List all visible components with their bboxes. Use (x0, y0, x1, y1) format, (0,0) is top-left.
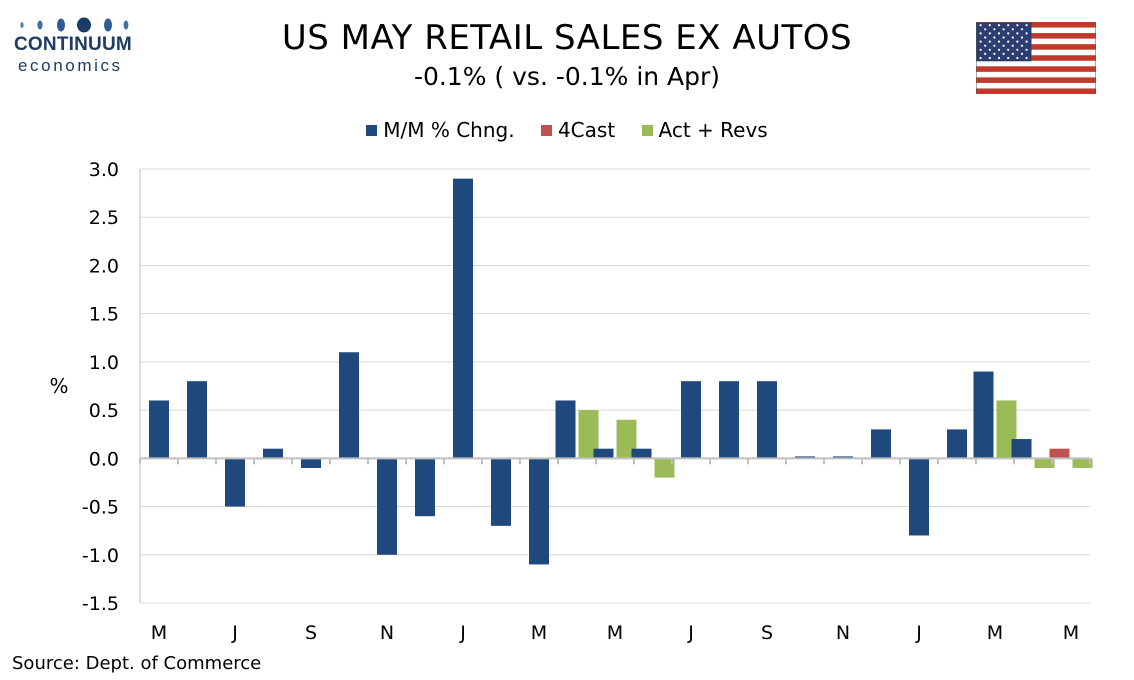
y-tick-label: -0.5 (82, 497, 119, 519)
x-tick-label: M (987, 622, 1003, 644)
bar-act-revs (654, 458, 675, 478)
x-tick-label: J (687, 622, 694, 644)
y-tick-label: 2.5 (89, 207, 119, 229)
bar-mm (719, 381, 739, 459)
y-tick-label: 1.5 (89, 304, 119, 326)
logo-dots-icon (20, 17, 129, 33)
y-tick-label: 1.0 (89, 352, 119, 374)
legend-label-act: Act + Revs (658, 118, 768, 142)
bar-mm (555, 400, 576, 459)
x-tick-label: M (1063, 622, 1079, 644)
bars (149, 178, 1093, 565)
bar-act-revs (578, 410, 599, 459)
x-tick-label: M (531, 622, 547, 644)
x-tick-label: J (459, 622, 466, 644)
y-tick-label: 2.0 (89, 255, 119, 277)
logo-name: CONTINUUM (14, 34, 132, 55)
x-tick-label: N (836, 622, 850, 644)
logo-sub: economics (18, 56, 123, 75)
legend: M/M % Chng. 4Cast Act + Revs (0, 118, 1134, 142)
x-tick-label: J (915, 622, 922, 644)
bar-mm (339, 352, 359, 459)
bar-mm (909, 458, 929, 536)
bar-mm (263, 448, 283, 459)
legend-item-4cast: 4Cast (540, 118, 616, 142)
axes: 3.0 2.5 2.0 1.5 1.0 0.5 0.0 -0.5 -1.0 -1.5% M J S N J M… (49, 159, 1091, 644)
bar-mm (529, 458, 549, 565)
x-tick-label: M (151, 622, 167, 644)
bar-mm (947, 429, 967, 459)
bar-act-revs (1034, 458, 1055, 468)
source-note: Source: Dept. of Commerce (12, 653, 262, 674)
bar-mm (973, 371, 994, 459)
bar-mm (681, 381, 701, 459)
legend-swatch-act (641, 125, 653, 136)
y-tick-label: 0.0 (89, 448, 119, 470)
x-tick-label: N (380, 622, 394, 644)
bar-mm (593, 448, 614, 459)
legend-label-4cast: 4Cast (557, 118, 616, 142)
legend-item-act: Act + Revs (641, 118, 768, 142)
us-flag-icon (976, 22, 1096, 94)
bar-mm (149, 400, 169, 459)
x-tick-label: S (761, 622, 773, 644)
x-tick-label: S (305, 622, 317, 644)
bar-mm (453, 178, 473, 459)
bar-mm (187, 381, 207, 459)
bar-mm (491, 458, 511, 526)
legend-swatch-mm (366, 125, 378, 136)
bar-mm (301, 458, 321, 468)
x-tick-label: M (607, 622, 623, 644)
bar-mm (631, 448, 652, 459)
bar-mm (871, 429, 891, 459)
bar-mm (377, 458, 397, 555)
chart-title: US MAY RETAIL SALES EX AUTOS (281, 18, 853, 58)
y-axis-label: % (49, 374, 68, 398)
bar-mm (415, 458, 435, 517)
bar-4cast (1049, 448, 1070, 459)
chart-subtitle: -0.1% ( vs. -0.1% in Apr) (413, 62, 721, 91)
grid-lines (140, 168, 1090, 604)
y-tick-label: 0.5 (89, 400, 119, 422)
legend-item-mm: M/M % Chng. (366, 118, 515, 142)
logo: CONTINUUM economics (14, 14, 134, 75)
legend-label-mm: M/M % Chng. (383, 118, 515, 142)
bar-mm (1011, 439, 1032, 459)
bar-mm (757, 381, 777, 459)
y-tick-label: -1.5 (82, 593, 119, 615)
bar-act-revs (1072, 458, 1093, 468)
bar-mm (225, 458, 245, 507)
y-tick-label: 3.0 (89, 159, 119, 181)
y-tick-label: -1.0 (82, 545, 119, 567)
x-tick-label: J (231, 622, 238, 644)
legend-swatch-4cast (540, 125, 552, 136)
